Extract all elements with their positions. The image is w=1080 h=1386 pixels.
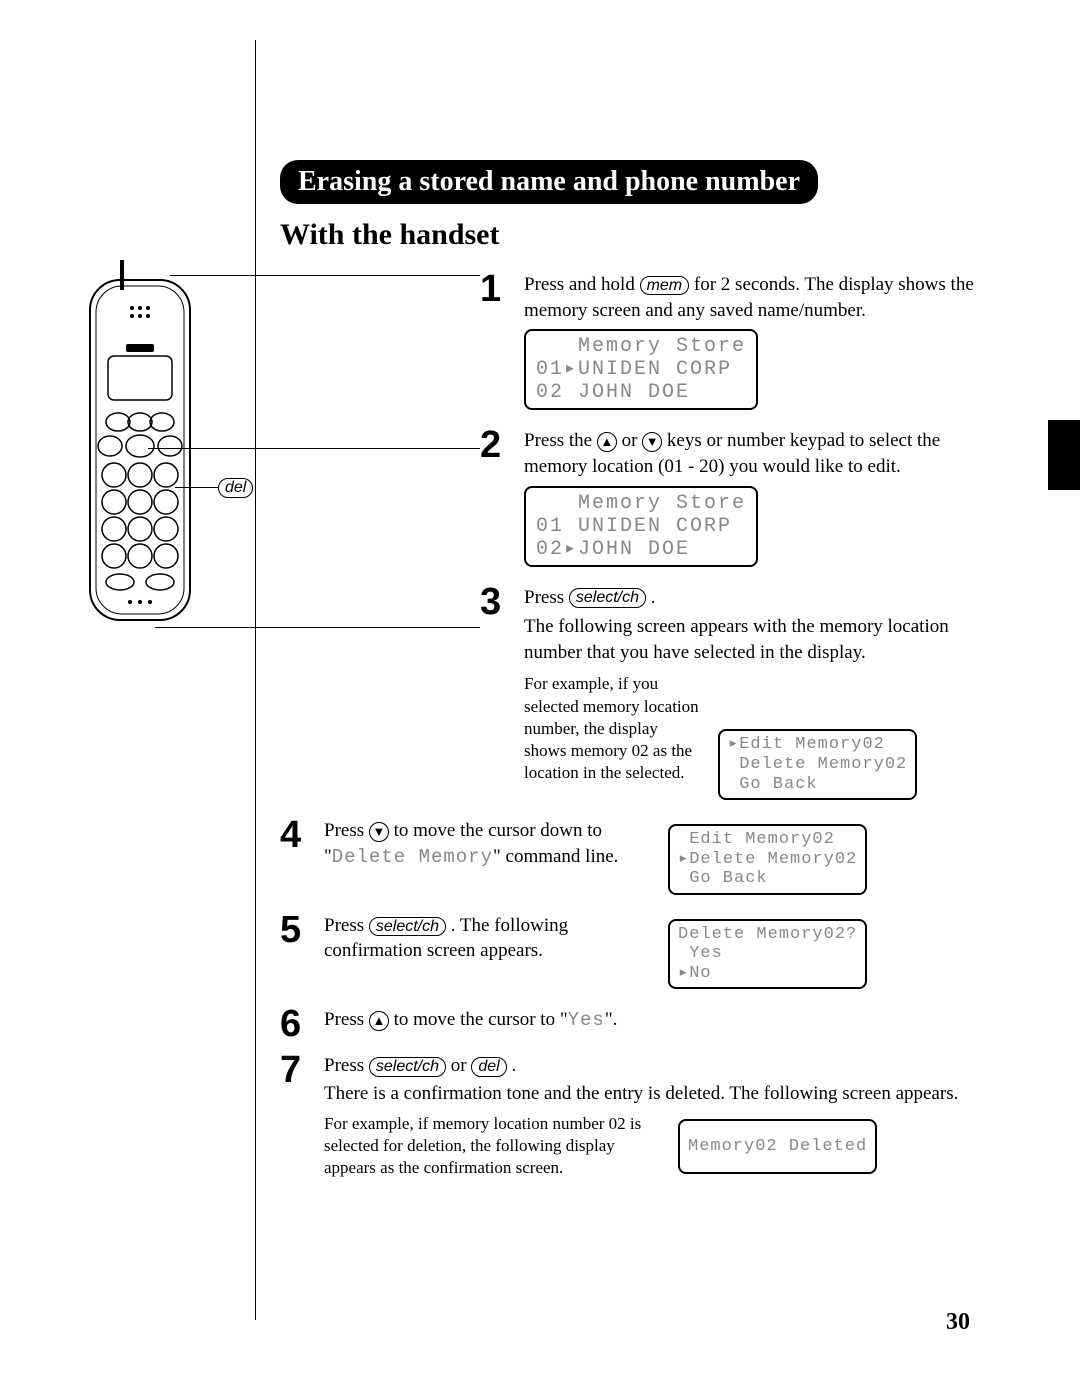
step-text: .: [646, 587, 656, 608]
step-2: 2 Press the ▲ or ▼ keys or number keypad…: [480, 428, 980, 574]
lcd-screen-1: Memory Store 01▸UNIDEN CORP 02 JOHN DOE: [524, 329, 758, 410]
section-header: Erasing a stored name and phone number: [280, 160, 818, 204]
del-button: del: [471, 1057, 506, 1077]
step-number: 5: [280, 911, 318, 949]
step-text: There is a confirmation tone and the ent…: [324, 1081, 980, 1107]
step-text: or: [446, 1055, 471, 1076]
lcd-inline: Yes: [568, 1009, 605, 1031]
callout-line-del: [175, 487, 219, 488]
step-text: Press: [324, 1009, 369, 1030]
step-text: to move the cursor to ": [389, 1009, 568, 1030]
up-button: ▲: [597, 432, 617, 452]
select-ch-button: select/ch: [369, 1057, 446, 1077]
lcd-screen-6: Memory02 Deleted: [678, 1119, 877, 1175]
step-number: 4: [280, 816, 318, 854]
step-text: Press: [324, 915, 369, 936]
step-number: 7: [280, 1051, 318, 1089]
handset-illustration: [70, 260, 230, 645]
step-text: .: [507, 1055, 517, 1076]
step-text: Press: [524, 587, 569, 608]
page-number: 30: [946, 1309, 970, 1336]
down-button: ▼: [369, 822, 389, 842]
step-number: 1: [480, 270, 518, 308]
step-text: Press: [324, 1055, 369, 1076]
del-button-label: del: [218, 478, 253, 498]
step-text: Press: [324, 820, 369, 841]
step-5: 5 Press select/ch . The following confir…: [280, 913, 980, 998]
step-text: or: [617, 430, 642, 451]
vertical-divider: [255, 40, 256, 1320]
subtitle: With the handset: [280, 218, 980, 252]
step-7: 7 Press select/ch or del . There is a co…: [280, 1053, 980, 1182]
down-button: ▼: [642, 432, 662, 452]
up-button: ▲: [369, 1011, 389, 1031]
step-number: 2: [480, 426, 518, 464]
lcd-screen-3: ▸Edit Memory02 Delete Memory02 Go Back: [718, 729, 917, 800]
step-4: 4 Press ▼ to move the cursor down to "De…: [280, 818, 980, 903]
step-number: 3: [480, 583, 518, 621]
mem-button: mem: [640, 276, 690, 296]
lcd-screen-4: Edit Memory02 ▸Delete Memory02 Go Back: [668, 824, 867, 895]
step-1: 1 Press and hold mem for 2 seconds. The …: [480, 272, 980, 418]
step-note: For example, if memory location number 0…: [324, 1113, 664, 1179]
select-ch-button: select/ch: [569, 588, 646, 608]
step-6: 6 Press ▲ to move the cursor to "Yes".: [280, 1007, 980, 1043]
step-note: For example, if you selected memory loca…: [524, 673, 704, 783]
step-3: 3 Press select/ch . The following screen…: [480, 585, 980, 809]
step-text: ".: [605, 1009, 618, 1030]
lcd-screen-2: Memory Store 01 UNIDEN CORP 02▸JOHN DOE: [524, 486, 758, 567]
thumb-tab: [1048, 420, 1080, 490]
del-callout: del: [218, 478, 253, 498]
step-number: 6: [280, 1005, 318, 1043]
select-ch-button: select/ch: [369, 917, 446, 937]
lcd-inline: Delete Memory: [332, 846, 493, 868]
step-text: Press and hold: [524, 274, 640, 295]
step-text: Press the: [524, 430, 597, 451]
step-text: The following screen appears with the me…: [524, 614, 980, 665]
step-text: " command line.: [493, 846, 618, 867]
lcd-screen-5: Delete Memory02? Yes ▸No: [668, 919, 867, 990]
